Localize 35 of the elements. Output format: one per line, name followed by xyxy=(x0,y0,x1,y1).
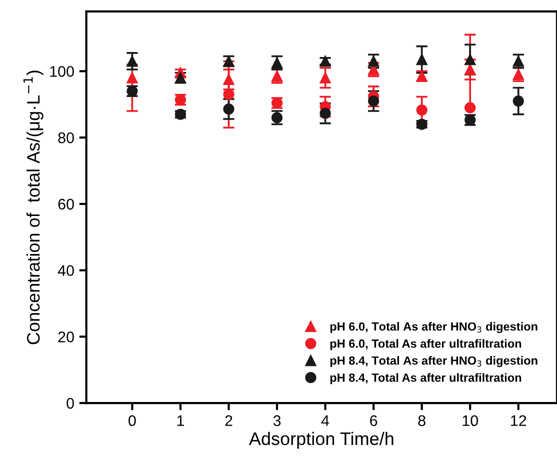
point xyxy=(416,104,428,116)
y-axis-title: Concentration of total As/(μg·L$^{−1}$) xyxy=(23,70,44,344)
x-tick-label: 3 xyxy=(273,415,281,426)
point xyxy=(416,54,428,66)
point xyxy=(320,72,331,84)
x-tick-label: 12 xyxy=(511,415,526,426)
x-tick-label: 2 xyxy=(225,415,232,426)
point xyxy=(223,103,234,115)
point xyxy=(464,64,476,76)
point xyxy=(512,95,524,107)
point xyxy=(126,56,138,67)
x-tick-label: 6 xyxy=(370,415,378,426)
point xyxy=(223,74,234,86)
y-tick-label: 40 xyxy=(58,265,74,276)
legend-label: pH 8.4, Total As after HNO$_{3}$ digestion xyxy=(330,356,538,368)
legend-label: pH 8.4, Total As after ultrafiltration xyxy=(330,373,522,384)
y-tick-label: 80 xyxy=(58,132,74,144)
legend-label: pH 6.0, Total As after ultrafiltration xyxy=(330,339,522,350)
point xyxy=(368,95,380,107)
point xyxy=(464,54,476,66)
x-tick-label: 8 xyxy=(418,415,426,426)
x-tick-label: 4 xyxy=(321,415,330,426)
point xyxy=(126,72,138,84)
point xyxy=(320,108,331,119)
x-tick-label: 0 xyxy=(128,415,136,426)
x-axis-title: Adsorption Time/h xyxy=(248,432,394,449)
point xyxy=(464,102,476,114)
point xyxy=(223,88,234,100)
y-tick-label: 0 xyxy=(66,398,74,409)
y-tick-label: 60 xyxy=(58,198,74,210)
y-tick-label: 100 xyxy=(50,66,74,77)
x-tick-label: 1 xyxy=(177,415,184,426)
legend-label: pH 6.0, Total As after HNO$_{3}$ digestion xyxy=(330,322,538,334)
y-tick-label: 20 xyxy=(58,332,74,342)
x-tick-label: 10 xyxy=(462,415,478,426)
